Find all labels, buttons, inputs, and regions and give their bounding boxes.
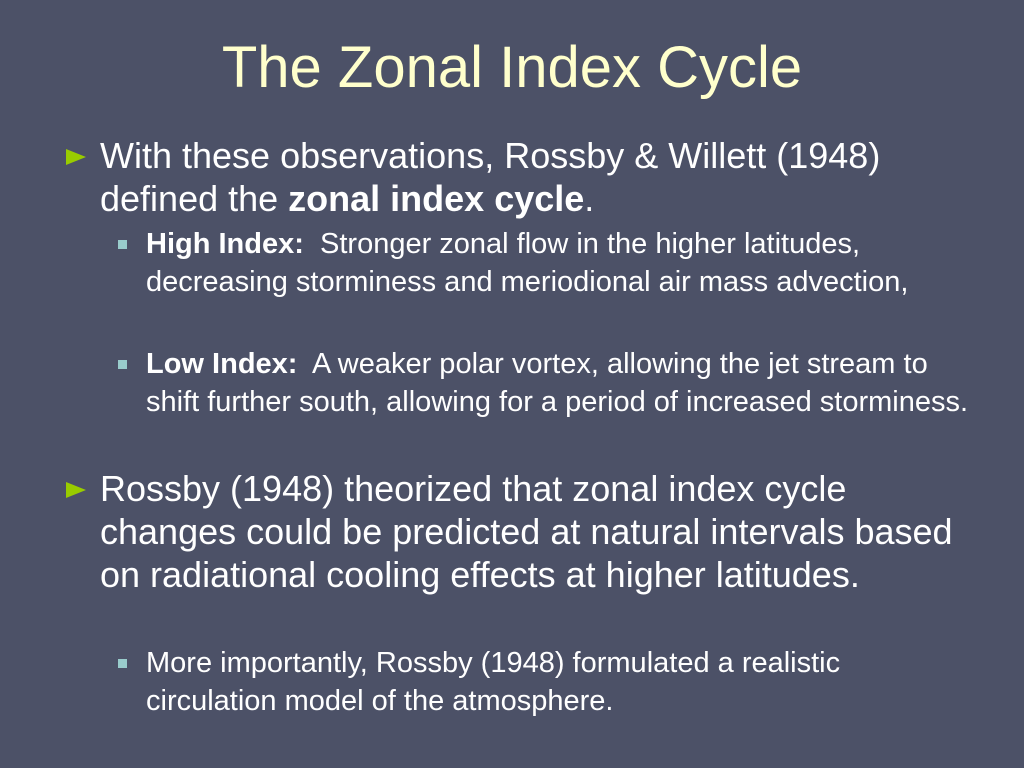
bullet-text: With these observations, Rossby & Willet…	[100, 135, 881, 219]
bullet-icon	[118, 659, 127, 668]
bullet-icon	[66, 149, 86, 165]
sub-bullet-label: Low Index:	[146, 348, 298, 380]
sub-bullet: Low Index: A weaker polar vortex, allowi…	[118, 346, 976, 421]
sub-bullet-label: High Index:	[146, 228, 304, 260]
bullet-text: .	[584, 178, 595, 219]
bullet: With these observations, Rossby & Willet…	[66, 134, 980, 220]
slide-title: The Zonal Index Cycle	[221, 35, 803, 100]
sub-bullet-text: A weaker polar vortex, allowing the jet …	[146, 348, 969, 418]
sub-bullet-text: More importantly, Rossby (1948) formulat…	[146, 647, 841, 717]
sub-bullet: High Index: Stronger zonal flow in the h…	[118, 226, 976, 301]
bullet-text: Rossby (1948) theorized that zonal index…	[100, 468, 953, 595]
bullet: Rossby (1948) theorized that zonal index…	[66, 467, 980, 596]
bullet-icon	[66, 482, 86, 498]
sub-bullet-text: Stronger zonal flow in the higher latitu…	[146, 228, 909, 298]
bullet-icon	[118, 240, 127, 249]
bullet-icon	[118, 360, 127, 369]
bullet-text-bold: zonal index cycle	[288, 178, 585, 219]
sub-bullet: More importantly, Rossby (1948) formulat…	[118, 645, 976, 720]
